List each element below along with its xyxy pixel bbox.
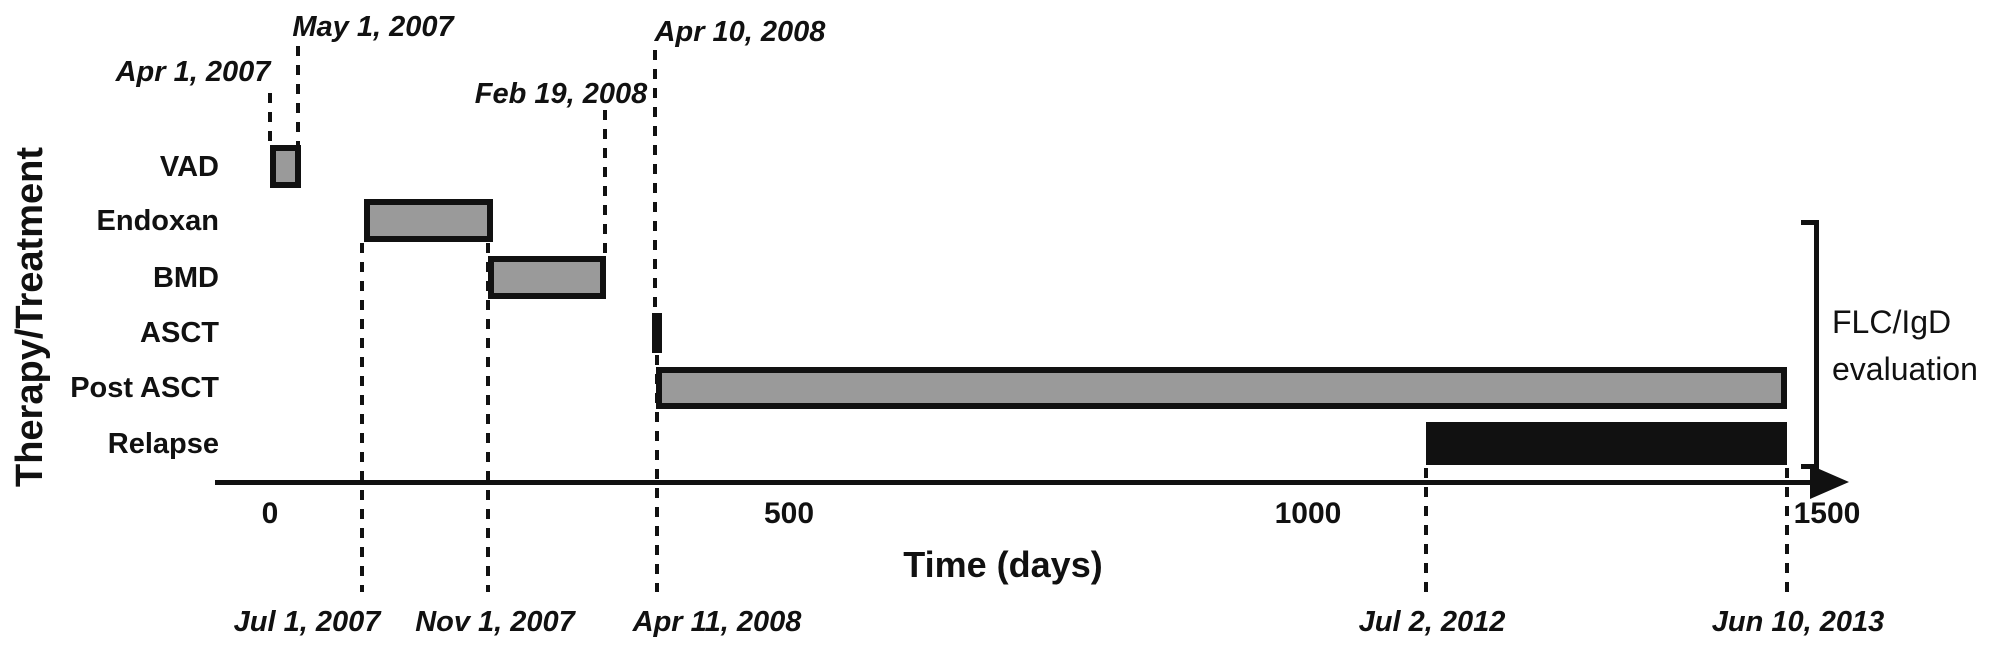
annotation-line-top-2 bbox=[603, 110, 607, 256]
row-label-asct: ASCT bbox=[140, 317, 219, 349]
bar-endoxan bbox=[364, 199, 493, 242]
annotation-line-bottom-3 bbox=[1424, 468, 1428, 592]
annotation-label-bottom-1: Nov 1, 2007 bbox=[415, 606, 575, 638]
annotation-line-bottom-4 bbox=[1785, 468, 1789, 592]
evaluation-bracket-label-line2: evaluation bbox=[1832, 351, 1978, 387]
annotation-label-top-2: Feb 19, 2008 bbox=[474, 78, 648, 110]
annotation-label-bottom-0: Jul 1, 2007 bbox=[233, 606, 381, 638]
x-axis-title: Time (days) bbox=[903, 544, 1103, 585]
annotation-line-bottom-2 bbox=[655, 355, 659, 592]
x-tick-1500: 1500 bbox=[1793, 497, 1861, 530]
annotation-label-top-1: May 1, 2007 bbox=[292, 11, 454, 43]
annotation-label-bottom-4: Jun 10, 2013 bbox=[1711, 606, 1885, 638]
annotation-line-bottom-0 bbox=[360, 243, 364, 592]
row-label-bmd: BMD bbox=[152, 261, 219, 294]
annotation-line-bottom-1 bbox=[486, 243, 490, 592]
row-label-post-asct: Post ASCT bbox=[70, 372, 219, 404]
evaluation-bracket-label-line1: FLC/IgD bbox=[1832, 304, 1952, 340]
evaluation-bracket bbox=[1801, 220, 1819, 469]
annotation-line-top-1 bbox=[296, 46, 300, 145]
x-tick-1000: 1000 bbox=[1274, 497, 1342, 530]
row-label-relapse: Relapse bbox=[107, 427, 219, 460]
evaluation-bracket-label: FLC/IgD evaluation bbox=[1832, 299, 1978, 393]
annotation-label-bottom-2: Apr 11, 2008 bbox=[632, 606, 802, 638]
x-tick-0: 0 bbox=[261, 497, 279, 530]
x-axis-arrowhead-icon bbox=[1810, 465, 1849, 499]
x-axis-line bbox=[215, 480, 1832, 485]
bar-post-asct bbox=[656, 367, 1787, 409]
row-label-endoxan: Endoxan bbox=[96, 204, 219, 237]
x-tick-500: 500 bbox=[763, 497, 815, 530]
annotation-line-top-3 bbox=[653, 50, 657, 313]
bar-bmd bbox=[488, 256, 606, 299]
annotation-label-top-0: Apr 1, 2007 bbox=[115, 56, 271, 88]
row-label-vad: VAD bbox=[159, 150, 219, 183]
annotation-label-top-3: Apr 10, 2008 bbox=[654, 16, 826, 48]
bar-asct bbox=[652, 313, 662, 353]
bar-vad bbox=[270, 145, 301, 188]
bar-relapse bbox=[1426, 422, 1787, 465]
annotation-label-bottom-3: Jul 2, 2012 bbox=[1358, 606, 1506, 638]
annotation-line-top-0 bbox=[268, 93, 272, 145]
